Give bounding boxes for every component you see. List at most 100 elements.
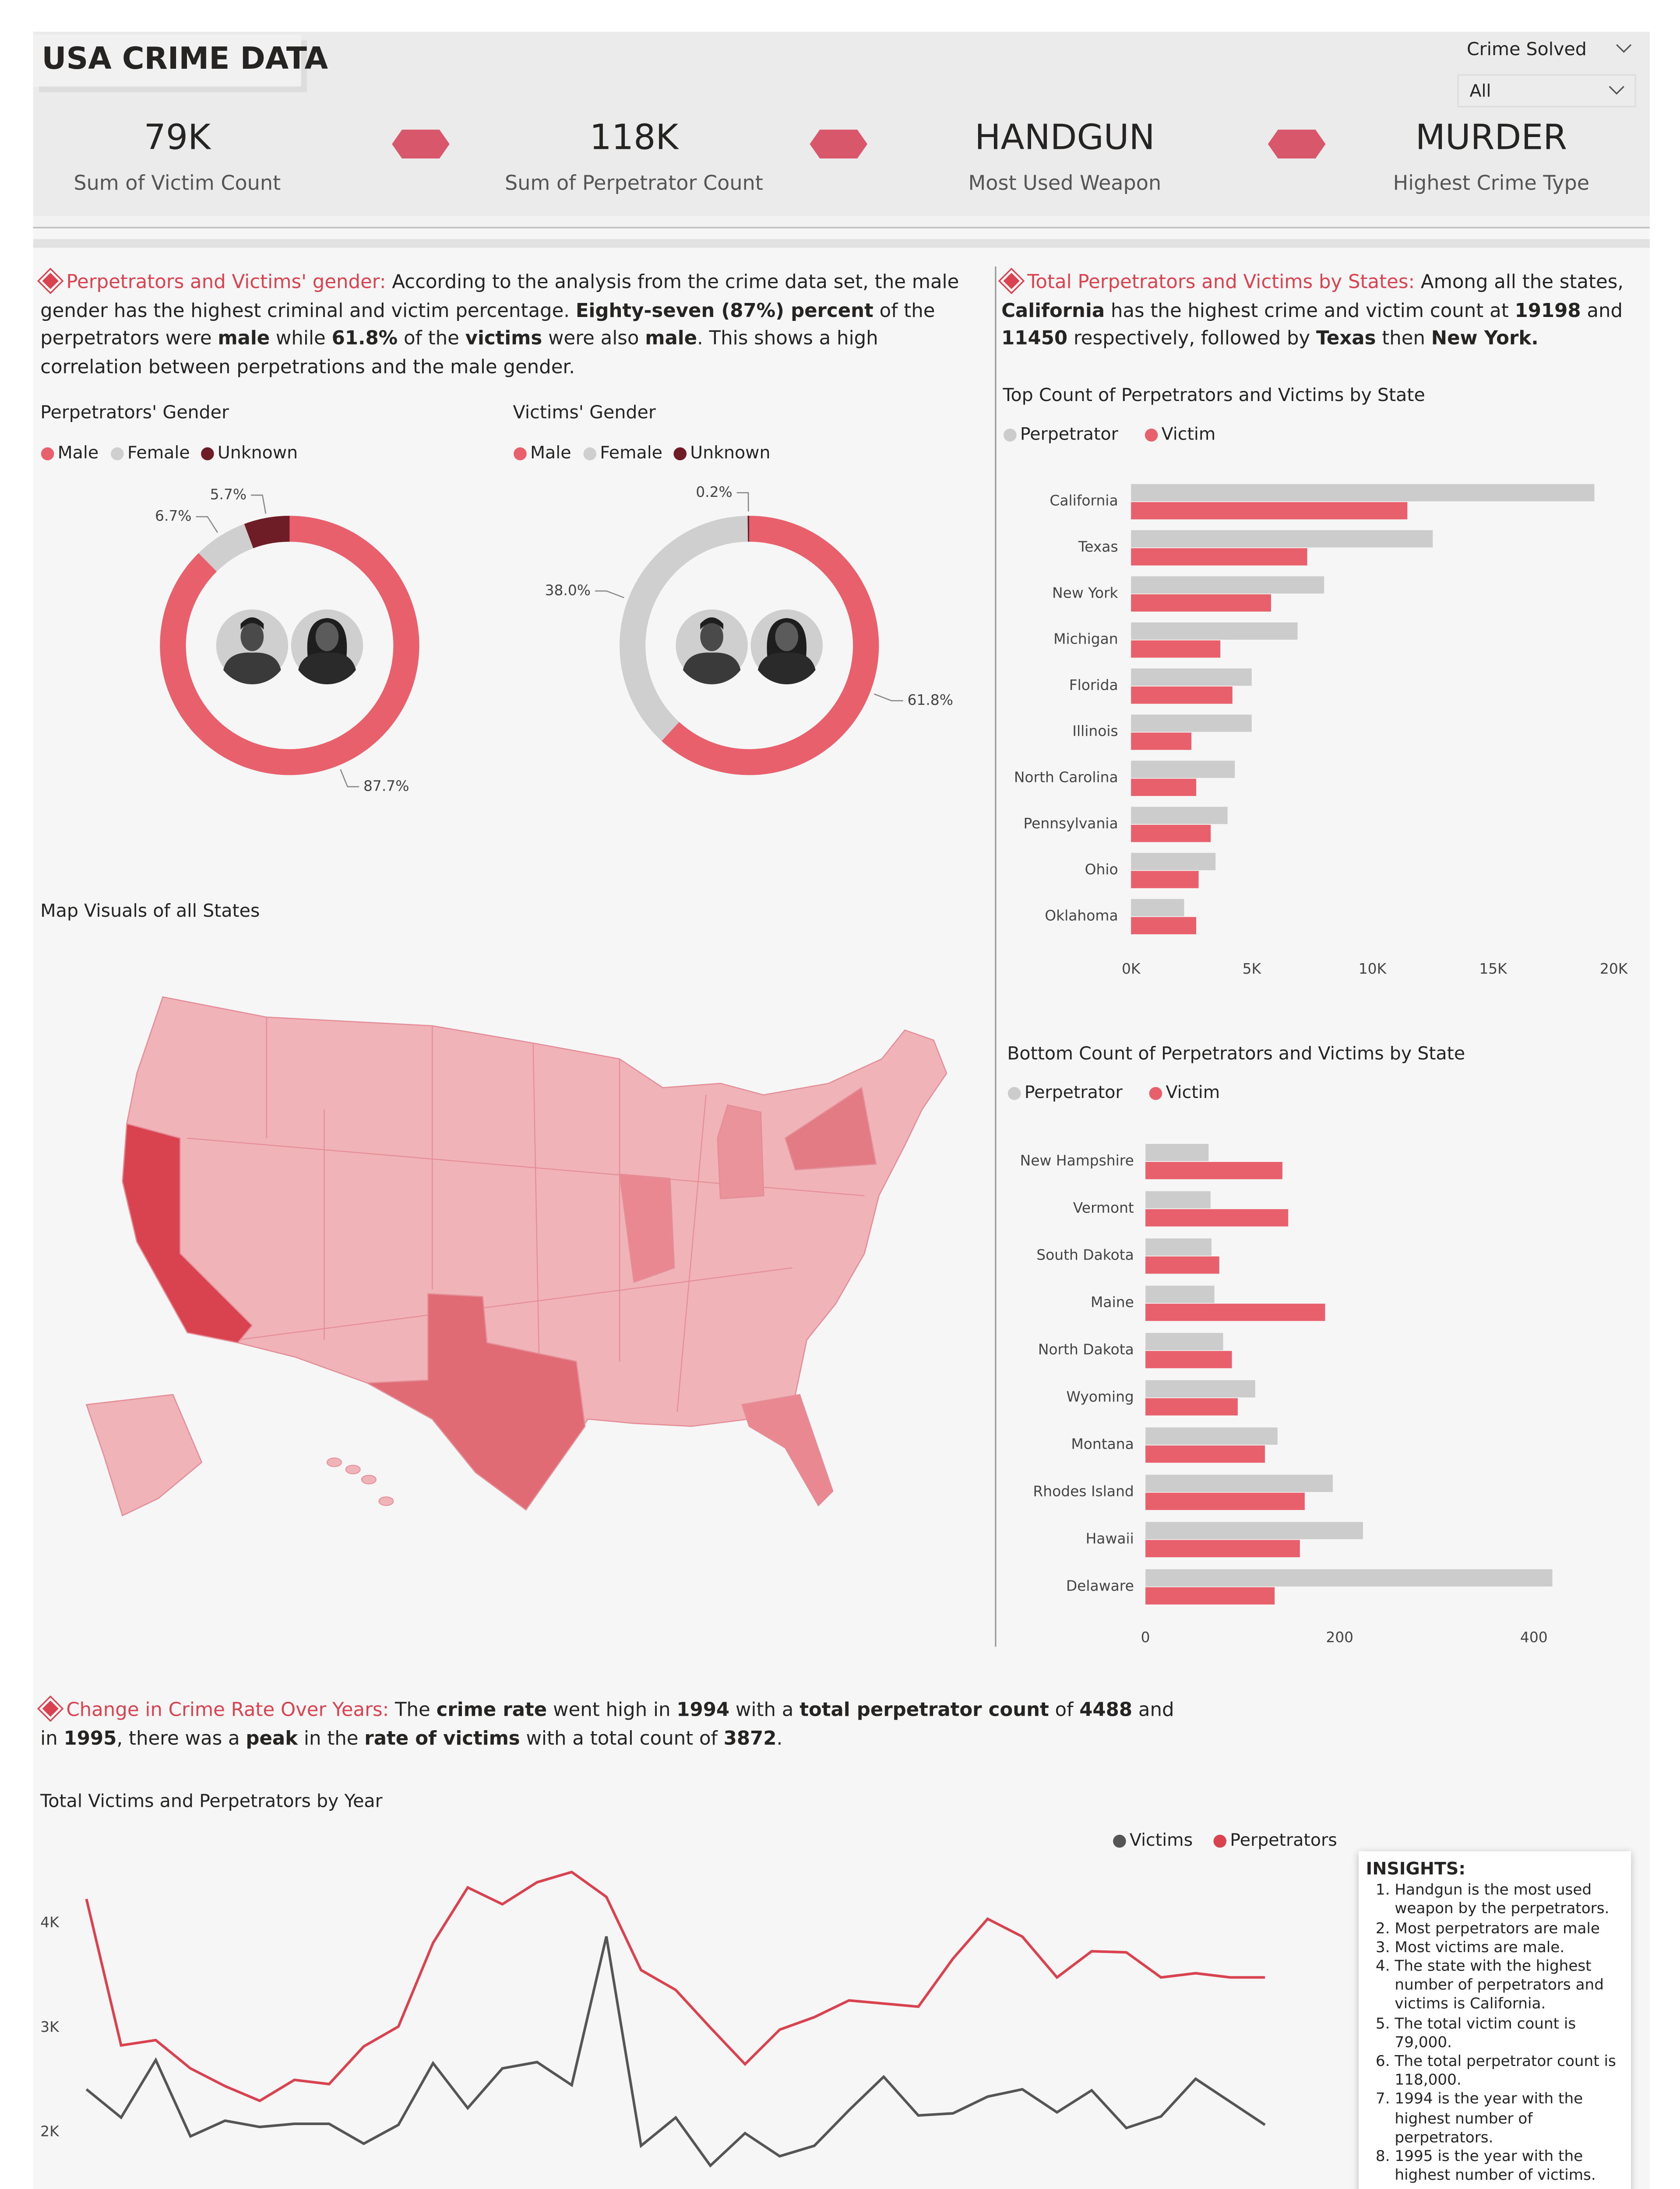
insight-item: The total victim count is 79,000. — [1395, 2015, 1622, 2053]
y-tick-label: Montana — [1071, 1435, 1134, 1452]
avatar-body — [298, 652, 356, 685]
bar — [1131, 778, 1197, 796]
bar — [1145, 1380, 1255, 1398]
data-label: 5.7% — [210, 486, 247, 503]
x-tick-label: 0 — [1141, 1629, 1150, 1646]
data-label: 0.2% — [696, 483, 733, 500]
insights-box: INSIGHTS: Handgun is the most used weapo… — [1359, 1851, 1631, 2189]
text-run: 19198 — [1514, 300, 1581, 322]
text-run: Eighty-seven (87%) percent — [575, 300, 873, 322]
bar — [1145, 1209, 1289, 1227]
state-shape — [619, 1173, 675, 1283]
y-tick-label: 3K — [40, 2018, 60, 2035]
chart-title: Total Victims and Perpetrators by Year — [40, 1791, 382, 1812]
text-run: California — [1001, 300, 1105, 322]
bar — [1131, 732, 1192, 750]
bar — [1131, 917, 1197, 935]
text-run: crime rate — [436, 1700, 547, 1722]
text-run: and in — [40, 1700, 1174, 1750]
legend-marker — [1149, 1087, 1162, 1100]
x-tick-label: 15K — [1479, 960, 1507, 977]
y-tick-label: Vermont — [1073, 1199, 1134, 1216]
legend-label: Unknown — [690, 443, 770, 463]
text-run: then — [1376, 328, 1431, 350]
text-run: Among all the states, — [1415, 272, 1624, 294]
legend-marker — [1213, 1834, 1227, 1848]
legend-label: Perpetrator — [1025, 1082, 1123, 1102]
leader-line — [736, 492, 749, 512]
island — [361, 1475, 377, 1485]
text-run: Texas — [1316, 328, 1376, 350]
bar — [1145, 1540, 1300, 1557]
text-run: and — [1581, 300, 1623, 322]
bar — [1131, 899, 1184, 916]
bar — [1145, 1427, 1278, 1445]
x-tick-label: 20K — [1600, 960, 1628, 977]
y-tick-label: Illinois — [1072, 722, 1118, 739]
y-tick-label: Oklahoma — [1045, 907, 1118, 924]
bar — [1131, 622, 1298, 640]
donut-slice — [747, 516, 750, 542]
text-run: peak — [246, 1728, 298, 1750]
leader-line — [595, 590, 624, 598]
chevron — [1609, 86, 1624, 95]
bar — [1131, 871, 1199, 888]
text-run: has the highest crime and victim count a… — [1105, 300, 1515, 322]
avatar-head — [700, 622, 723, 651]
text-run: of — [1049, 1700, 1080, 1722]
gender-paragraph: Perpetrators and Victims' gender: Accord… — [40, 269, 977, 382]
slicer-label: Crime Solved — [1467, 39, 1587, 60]
legend-marker — [1145, 428, 1158, 442]
text-run: 11450 — [1001, 328, 1068, 350]
text-run: , there was a — [116, 1728, 246, 1750]
island — [345, 1464, 361, 1475]
state-shape — [122, 1123, 253, 1344]
insight-item: 1994 is the year with the highest number… — [1395, 2091, 1622, 2148]
y-tick-label: South Dakota — [1036, 1246, 1134, 1263]
kpi-value: HANDGUN — [975, 117, 1155, 158]
text-run: respectively, followed by — [1067, 328, 1317, 350]
avatar-hair — [700, 617, 723, 630]
text-run: with a total count of — [520, 1728, 724, 1750]
bar — [1131, 668, 1252, 686]
diamond-icon — [42, 273, 59, 289]
text-run: 4488 — [1079, 1700, 1133, 1722]
text-run: of the perpetrators were — [40, 300, 935, 350]
text-run: male — [645, 328, 697, 350]
text-run: while — [270, 328, 332, 350]
state-shape — [741, 1394, 834, 1506]
legend-label: Female — [127, 443, 190, 463]
bar — [1145, 1351, 1232, 1369]
kpi-value: 118K — [590, 117, 680, 158]
legend-label: Victim — [1162, 424, 1216, 444]
bar — [1145, 1191, 1211, 1209]
title-box — [33, 34, 301, 87]
y-tick-label: New Hampshire — [1020, 1152, 1134, 1169]
x-tick-label: 200 — [1326, 1629, 1353, 1646]
slicer-value[interactable]: All — [1470, 81, 1491, 101]
kpi-value: 79K — [144, 117, 211, 158]
bar — [1145, 1161, 1282, 1179]
insights-title: INSIGHTS: — [1366, 1858, 1466, 1879]
data-label: 6.7% — [155, 507, 192, 524]
text-run: 1995 — [63, 1728, 117, 1750]
text-run: Perpetrators and Victims' gender: — [66, 272, 386, 294]
legend-label: Unknown — [218, 443, 298, 463]
state-shape — [85, 1394, 203, 1517]
insight-item: 1995 is the year with the highest number… — [1395, 2148, 1622, 2186]
y-tick-label: New York — [1052, 584, 1118, 601]
donut-slice — [662, 516, 879, 775]
states-paragraph: Total Perpetrators and Victims by States… — [1001, 269, 1642, 354]
text-run: Change in Crime Rate Over Years: — [66, 1700, 389, 1722]
y-tick-label: Florida — [1069, 676, 1118, 693]
bar — [1145, 1333, 1223, 1351]
donut-slice — [244, 516, 290, 549]
text-run: were also — [542, 328, 645, 350]
data-label: 87.7% — [363, 777, 409, 794]
kpi-label: Highest Crime Type — [1393, 171, 1589, 195]
state-border — [237, 1267, 793, 1341]
dropdown[interactable] — [1457, 74, 1636, 108]
avatar-head — [315, 622, 339, 651]
bar — [1145, 1475, 1333, 1492]
